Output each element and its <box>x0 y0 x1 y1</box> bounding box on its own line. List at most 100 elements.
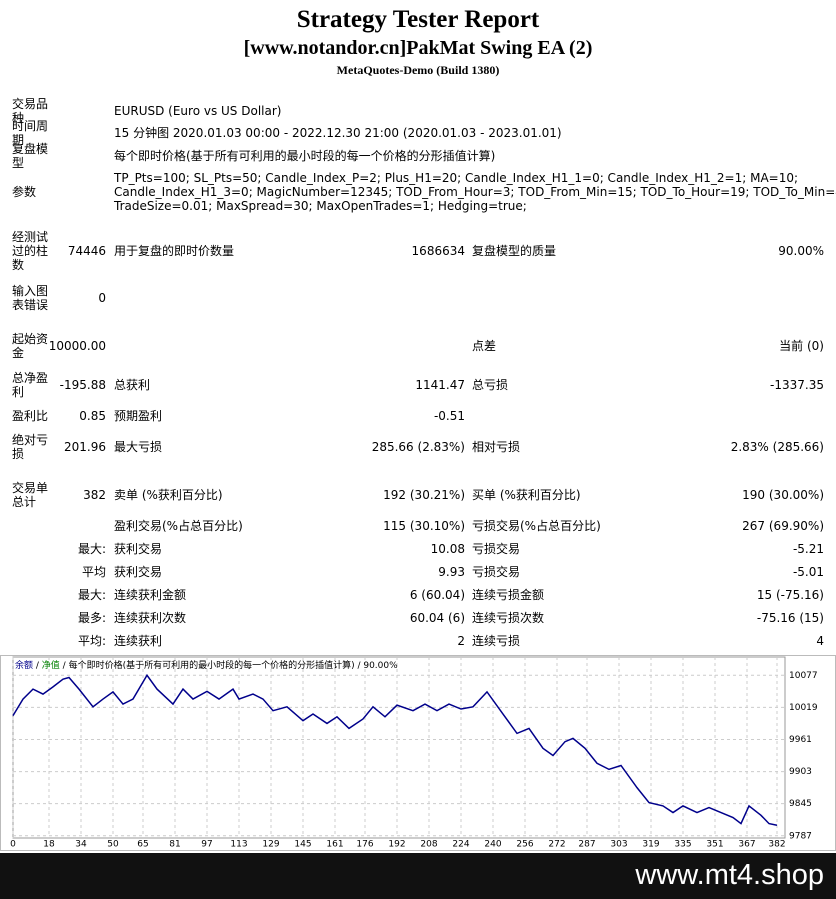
watermark: www.mt4.shop <box>635 859 824 891</box>
cell-label3: 复盘模型的质量 <box>472 244 557 258</box>
cell-label2: 总获利 <box>114 378 151 392</box>
legend-separator: / <box>355 661 364 671</box>
x-tick-label: 113 <box>230 840 247 850</box>
legend-entry: 余额 <box>15 659 33 671</box>
cell-label3: 亏损交易(%占总百分比) <box>472 519 601 533</box>
cell-value3: -1337.35 <box>770 378 824 392</box>
cell-label: 交易单总计 <box>12 481 49 509</box>
cell-label3: 点差 <box>472 339 497 353</box>
x-tick-label: 272 <box>548 840 565 850</box>
x-tick-label: 287 <box>578 840 595 850</box>
cell-value3: -75.16 (15) <box>756 611 824 625</box>
cell-value: 最多: <box>77 611 106 625</box>
cell-value: 0.85 <box>79 409 106 423</box>
report-title: Strategy Tester Report <box>296 6 540 33</box>
x-tick-label: 335 <box>674 840 691 850</box>
cell-value3: 2.83% (285.66) <box>730 440 824 454</box>
cell-label: 复盘模型 <box>12 142 49 170</box>
x-tick-label: 382 <box>768 840 785 850</box>
cell-value3: 4 <box>816 634 824 648</box>
x-tick-label: 319 <box>642 840 659 850</box>
cell-value2: 60.04 (6) <box>409 611 465 625</box>
cell-label2: 连续获利金额 <box>114 588 187 602</box>
cell-value2: 192 (30.21%) <box>383 488 465 502</box>
y-tick-label: 10019 <box>789 703 818 713</box>
cell-label2: 盈利交易(%占总百分比) <box>114 519 243 533</box>
x-tick-label: 256 <box>516 840 533 850</box>
cell-label: 时间周期 <box>12 119 49 147</box>
cell-label: 输入图表错误 <box>12 284 49 312</box>
x-tick-label: 97 <box>201 840 212 850</box>
cell-label3: 亏损交易 <box>472 542 521 556</box>
cell-label: 交易品种 <box>12 97 49 125</box>
cell-label2: 卖单 (%获利百分比) <box>114 488 223 502</box>
cell-label3: 相对亏损 <box>472 440 521 454</box>
legend-entry: 90.00% <box>363 661 398 671</box>
cell-value3: 267 (69.90%) <box>742 519 824 533</box>
cell-label2: 获利交易 <box>114 565 163 579</box>
cell-value3: -5.21 <box>792 542 824 556</box>
y-tick-label: 9903 <box>789 767 812 777</box>
cell-label2: 预期盈利 <box>114 409 163 423</box>
cell-text: 15 分钟图 2020.01.03 00:00 - 2022.12.30 21:… <box>114 126 562 140</box>
balance-line <box>12 673 778 827</box>
x-tick-label: 145 <box>294 840 311 850</box>
x-tick-label: 65 <box>137 840 148 850</box>
cell-label: 起始资金 <box>12 332 49 360</box>
x-tick-label: 129 <box>262 840 279 850</box>
cell-label2: 获利交易 <box>114 542 163 556</box>
cell-label2: 用于复盘的即时价数量 <box>114 244 235 258</box>
cell-value: 最大: <box>77 588 106 602</box>
x-tick-label: 176 <box>356 840 373 850</box>
cell-value2: 115 (30.10%) <box>383 519 465 533</box>
report-subtitle: [www.notandor.cn]PakMat Swing EA (2) <box>243 37 593 59</box>
legend: 余额 / 净值 / 每个即时价格(基于所有可利用的最小时段的每一个价格的分形插值… <box>15 659 398 671</box>
cell-value: 最大: <box>77 542 106 556</box>
cell-label3: 买单 (%获利百分比) <box>472 488 581 502</box>
cell-value: 382 <box>83 488 106 502</box>
cell-label3: 连续亏损次数 <box>472 611 545 625</box>
cell-value: 10000.00 <box>48 339 106 353</box>
cell-value3: 190 (30.00%) <box>742 488 824 502</box>
cell-label2: 最大亏损 <box>114 440 163 454</box>
cell-value: 平均: <box>77 634 106 648</box>
cell-value2: -0.51 <box>433 409 465 423</box>
cell-text: EURUSD (Euro vs US Dollar) <box>114 104 282 118</box>
y-tick-label: 9845 <box>789 799 812 809</box>
x-tick-label: 18 <box>43 840 55 850</box>
report-build: MetaQuotes-Demo (Build 1380) <box>336 63 500 77</box>
balance-chart: 9787 9845 9903 9961 10019 10077 0 18 34 50 65 81 97 1… <box>0 655 836 851</box>
cell-value: -195.88 <box>59 378 106 392</box>
cell-label2: 连续获利次数 <box>114 611 187 625</box>
cell-label3: 连续亏损金额 <box>472 588 545 602</box>
cell-value: 平均 <box>81 565 106 579</box>
param-line: TP_Pts=100; SL_Pts=50; Candle_Index_P=2;… <box>114 171 799 185</box>
param-line: Candle_Index_H1_3=0; MagicNumber=12345; … <box>114 185 836 199</box>
x-tick-label: 34 <box>75 840 87 850</box>
cell-label2: 连续获利 <box>114 634 163 648</box>
cell-value2: 2 <box>457 634 465 648</box>
cell-label3: 亏损交易 <box>472 565 521 579</box>
legend-entry: 净值 <box>42 659 60 671</box>
x-tick-label: 81 <box>169 840 180 850</box>
param-line: TradeSize=0.01; MaxSpread=30; MaxOpenTra… <box>114 199 527 213</box>
plot-area <box>12 656 786 839</box>
x-tick-label: 192 <box>388 840 405 850</box>
cell-value2: 1141.47 <box>415 378 465 392</box>
x-tick-label: 0 <box>10 840 16 850</box>
cell-value: 74446 <box>67 244 106 258</box>
cell-value: 0 <box>98 291 106 305</box>
cell-text: TP_Pts=100; SL_Pts=50; Candle_Index_P=2;… <box>114 171 836 213</box>
x-tick-label: 367 <box>738 840 755 850</box>
cell-value2: 6 (60.04) <box>409 588 465 602</box>
cell-label: 经测试过的柱数 <box>12 230 49 272</box>
x-tick-label: 240 <box>484 840 501 850</box>
cell-value2: 10.08 <box>430 542 465 556</box>
cell-value3: 当前 (0) <box>779 339 824 353</box>
x-tick-label: 161 <box>326 840 343 850</box>
cell-value2: 1686634 <box>411 244 465 258</box>
y-tick-label: 10077 <box>789 671 818 681</box>
x-tick-label: 224 <box>452 840 469 850</box>
cell-text: 每个即时价格(基于所有可利用的最小时段的每一个价格的分形插值计算) <box>114 149 496 163</box>
